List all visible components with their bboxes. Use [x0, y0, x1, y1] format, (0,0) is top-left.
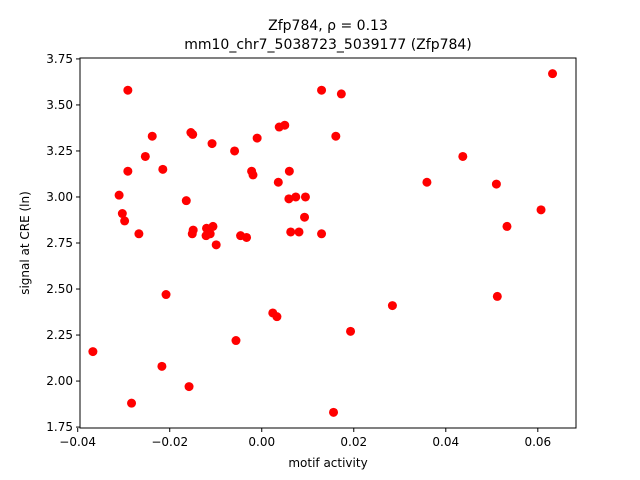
data-point	[458, 151, 468, 161]
plot-area	[88, 69, 558, 417]
data-point	[502, 221, 512, 231]
y-tick-label: 2.25	[46, 328, 73, 342]
data-point	[422, 177, 432, 187]
data-point	[117, 209, 127, 219]
data-point	[188, 225, 198, 235]
data-point	[284, 166, 294, 176]
data-point	[120, 216, 130, 226]
data-point	[181, 196, 191, 206]
data-point	[127, 398, 137, 408]
data-point	[188, 129, 198, 139]
data-point	[300, 192, 310, 202]
data-point	[123, 166, 133, 176]
data-point	[346, 326, 356, 336]
x-axis-label: motif activity	[288, 456, 367, 470]
y-tick-label: 2.00	[46, 374, 73, 388]
data-point	[123, 85, 133, 95]
y-axis-label: signal at CRE (ln)	[18, 191, 32, 295]
y-tick-label: 3.75	[46, 52, 73, 66]
data-point	[158, 164, 168, 174]
data-point	[147, 131, 157, 141]
data-point	[207, 139, 217, 149]
data-point	[161, 290, 171, 300]
y-tick-label: 1.75	[46, 420, 73, 434]
x-tick-label: 0.00	[248, 435, 275, 449]
y-tick-label: 2.75	[46, 236, 73, 250]
data-point	[336, 89, 346, 99]
data-point	[291, 192, 301, 202]
data-point	[140, 151, 150, 161]
data-point	[329, 407, 339, 417]
chart-title-line2: mm10_chr7_5038723_5039177 (Zfp784)	[184, 37, 472, 53]
data-point	[88, 347, 98, 357]
x-axis-ticks: −0.04 −0.02 0.00 0.02 0.04 0.06	[59, 428, 551, 449]
data-point	[294, 227, 304, 237]
y-tick-label: 2.50	[46, 282, 73, 296]
data-point	[272, 312, 282, 322]
data-point	[387, 301, 397, 311]
data-point	[134, 229, 144, 239]
data-point	[286, 227, 296, 237]
data-point	[280, 120, 290, 130]
data-point	[184, 382, 194, 392]
data-point	[114, 190, 124, 200]
x-tick-label: 0.02	[340, 435, 367, 449]
data-point	[242, 232, 252, 242]
chart-title-line1: Zfp784, ρ = 0.13	[268, 18, 388, 34]
data-point	[491, 179, 501, 189]
data-point	[317, 229, 327, 239]
data-point	[230, 146, 240, 156]
axes-frame	[79, 57, 577, 429]
x-tick-label: 0.04	[432, 435, 459, 449]
data-point	[548, 69, 558, 79]
data-point	[208, 221, 218, 231]
data-point	[157, 361, 167, 371]
data-point	[317, 85, 327, 95]
x-tick-label: 0.06	[524, 435, 551, 449]
data-point	[284, 194, 294, 204]
data-point	[492, 291, 502, 301]
y-axis-ticks: 1.75 2.00 2.25 2.50 2.75 3.00 3.25 3.50 3.75	[46, 52, 80, 434]
y-tick-label: 3.00	[46, 190, 73, 204]
data-point	[231, 336, 241, 346]
data-point	[211, 240, 221, 250]
data-point	[331, 131, 341, 141]
data-point	[536, 205, 546, 215]
x-tick-label: −0.04	[59, 435, 96, 449]
y-tick-label: 3.50	[46, 98, 73, 112]
data-point	[300, 212, 310, 222]
data-point	[252, 133, 262, 143]
x-tick-label: −0.02	[151, 435, 188, 449]
y-tick-label: 3.25	[46, 144, 73, 158]
data-point	[205, 229, 215, 239]
data-point	[248, 170, 258, 180]
data-point	[273, 177, 283, 187]
